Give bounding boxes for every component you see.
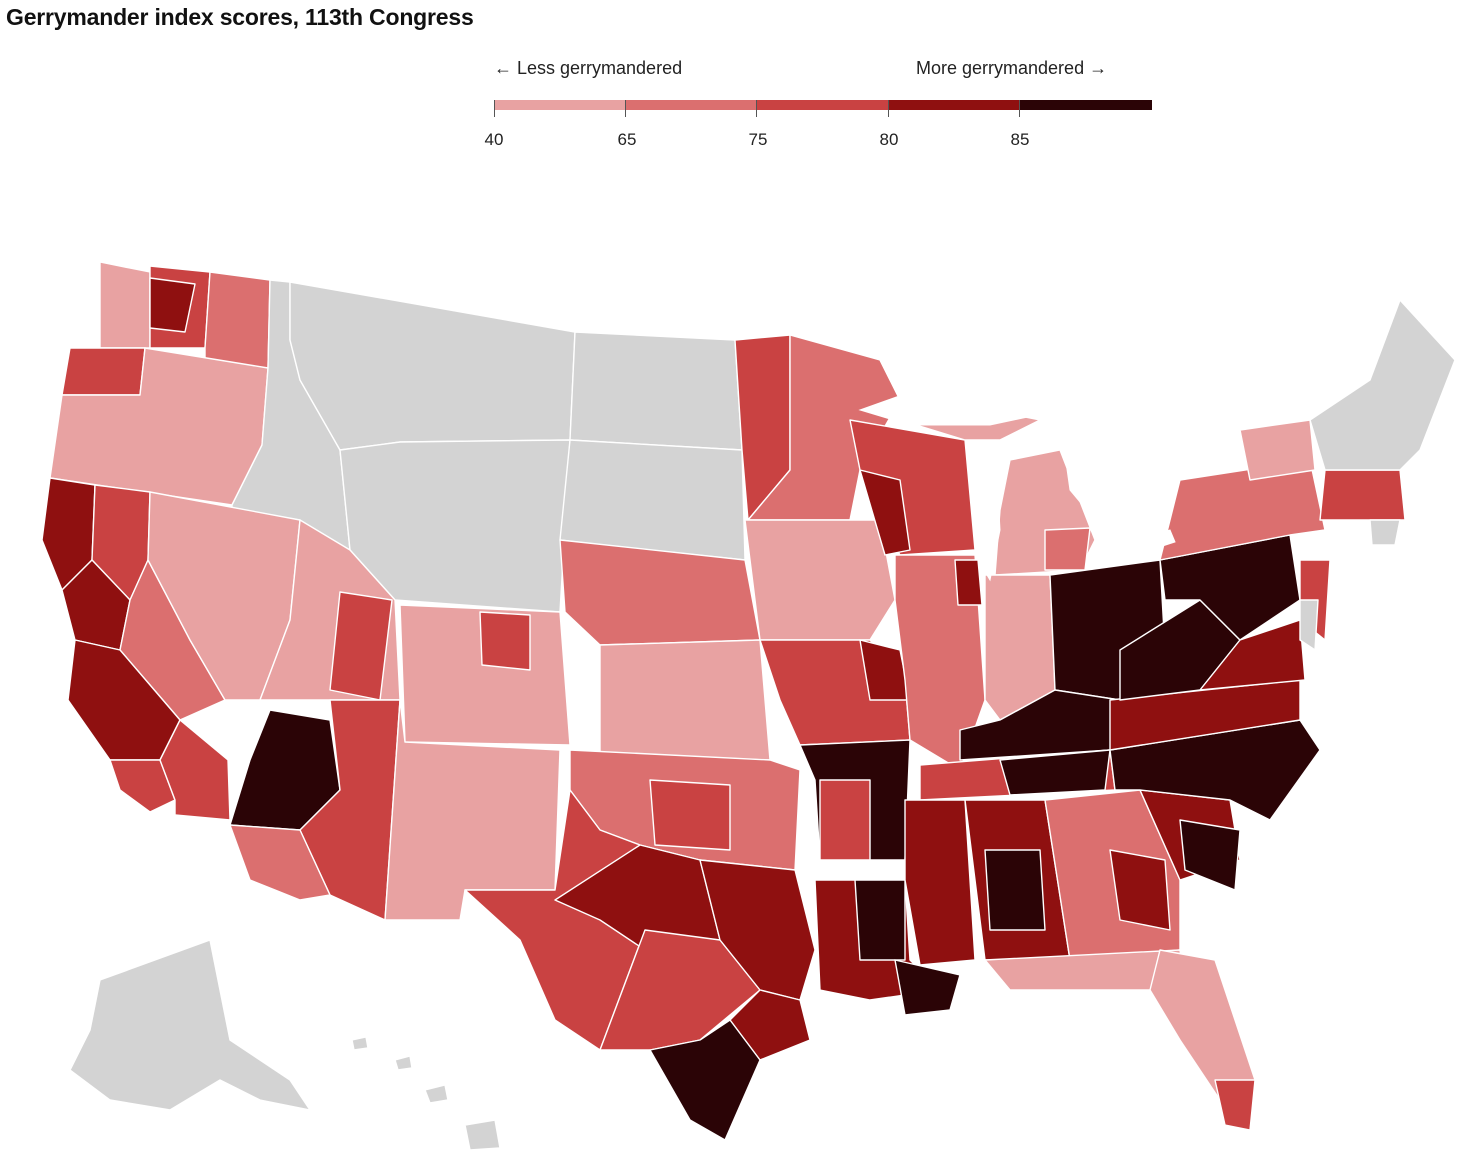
- region-central-arkansas: [819, 779, 871, 861]
- legend-swatch-75-80: [756, 100, 888, 110]
- legend-tick-mark: [756, 100, 757, 117]
- region-hawaii-kauai: [351, 1036, 369, 1051]
- region-southern-arizona: [229, 824, 331, 901]
- legend-swatch-80-85: [888, 100, 1019, 110]
- legend-tick-label: 65: [617, 130, 637, 149]
- lake-michigan: [977, 439, 1001, 582]
- legend-swatch-40-65: [494, 100, 625, 110]
- region-mississippi: [904, 799, 976, 966]
- region-central-oklahoma: [649, 779, 731, 851]
- region-iowa: [744, 519, 896, 641]
- region-houston: [729, 989, 811, 1061]
- legend-caption-more: More gerrymandered →: [916, 58, 1108, 78]
- region-upstate-new-york: [1239, 419, 1316, 481]
- region-southern-california: [159, 719, 231, 821]
- region-sc-coast: [1179, 819, 1241, 891]
- region-chicago: [954, 559, 983, 606]
- region-new-mexico: [384, 699, 561, 921]
- legend-tick-label: 85: [1010, 130, 1030, 149]
- region-seattle: [149, 277, 196, 333]
- lake-huron: [1059, 414, 1111, 522]
- region-central-alabama: [984, 849, 1046, 931]
- region-portland: [61, 347, 146, 396]
- legend-swatch-65-75: [625, 100, 756, 110]
- region-south-dakota: [559, 439, 746, 561]
- region-delaware: [1299, 599, 1319, 651]
- legend-tick-label: 40: [484, 130, 504, 149]
- region-western-wisconsin: [859, 469, 911, 556]
- region-north-dakota: [569, 331, 743, 451]
- region-detroit: [1044, 527, 1091, 571]
- region-north-carolina: [1109, 719, 1321, 821]
- region-denver: [479, 611, 531, 671]
- region-northern-new-england: [1309, 299, 1456, 471]
- legend-tick-mark: [888, 100, 889, 117]
- map-title: Gerrymander index scores, 113th Congress: [6, 4, 474, 30]
- region-alaska: [69, 939, 311, 1111]
- region-north-louisiana: [854, 879, 906, 961]
- region-maryland: [1199, 619, 1306, 691]
- legend-swatch-85-plus: [1019, 100, 1152, 110]
- legend-tick-mark: [494, 100, 495, 117]
- lake-erie: [1089, 529, 1176, 569]
- region-hawaii-maui: [424, 1084, 449, 1104]
- region-east-georgia: [1109, 849, 1171, 931]
- region-hawaii-oahu: [394, 1055, 413, 1071]
- legend-caption-less: ← Less gerrymandered: [494, 58, 683, 78]
- region-kansas: [599, 639, 771, 761]
- region-massachusetts: [1319, 469, 1406, 521]
- region-south-florida: [1214, 1079, 1256, 1131]
- region-rio-grande-valley: [649, 1019, 761, 1141]
- region-los-angeles: [109, 759, 176, 813]
- color-legend-bar: [494, 100, 1152, 110]
- legend-tick-label: 80: [879, 130, 899, 149]
- legend-tick-mark: [1019, 100, 1020, 117]
- region-eastern-washington: [204, 271, 271, 369]
- region-western-washington: [99, 261, 151, 349]
- region-rhode-island: [1369, 519, 1401, 546]
- region-east-tennessee: [999, 749, 1111, 796]
- region-south-louisiana: [894, 959, 961, 1016]
- region-minnesota: [747, 334, 901, 521]
- legend-tick-mark: [625, 100, 626, 117]
- legend-tick-label: 75: [748, 130, 768, 149]
- lake-superior: [858, 384, 1061, 426]
- region-hawaii-big-island: [464, 1119, 501, 1151]
- us-districts-map: [41, 261, 1456, 1151]
- region-montana: [289, 281, 576, 451]
